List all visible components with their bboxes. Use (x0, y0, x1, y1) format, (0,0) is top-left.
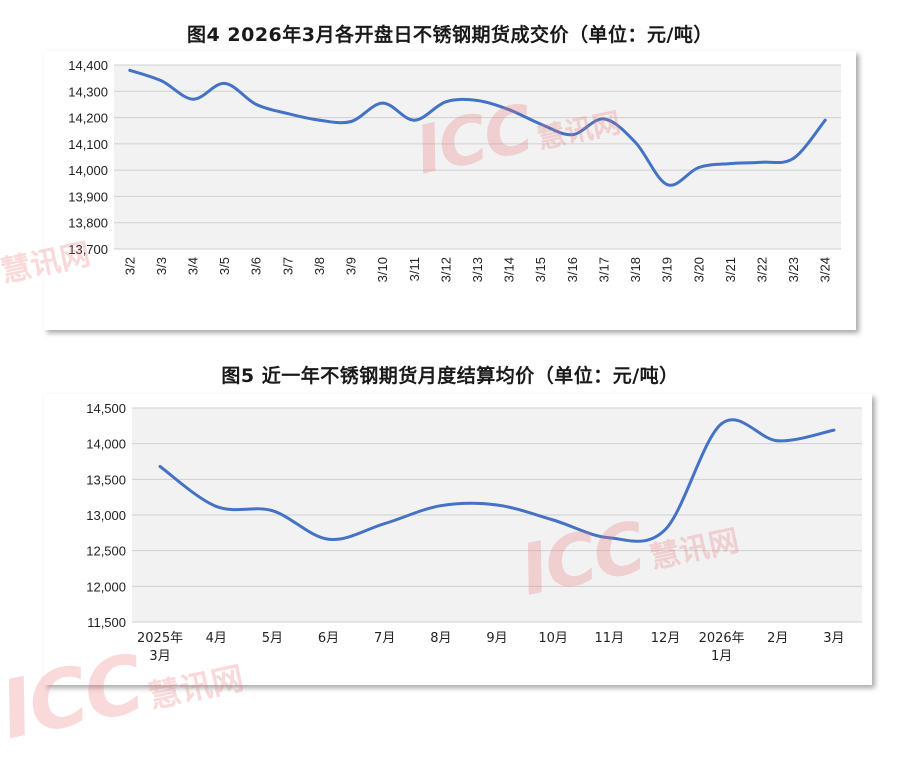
data-point (665, 183, 669, 187)
x-tick-label: 3月 (823, 631, 844, 646)
y-tick-label: 13,000 (86, 508, 126, 523)
data-point (412, 118, 416, 122)
data-point (381, 101, 385, 105)
x-tick-label: 3/6 (249, 257, 264, 275)
x-tick-label: 3/13 (470, 257, 485, 282)
y-tick-label: 14,400 (68, 58, 108, 73)
data-point (191, 97, 195, 101)
x-tick-label: 3/16 (565, 257, 580, 282)
data-point (270, 509, 274, 513)
data-point (383, 522, 387, 525)
y-tick-label: 14,500 (86, 401, 126, 416)
data-point (160, 79, 163, 83)
x-tick-label: 3/21 (723, 257, 738, 282)
x-tick-label: 3/10 (375, 257, 390, 282)
x-tick-label: 3/15 (533, 257, 548, 282)
x-tick-label: 4月 (206, 631, 227, 646)
x-tick-label: 3/14 (502, 257, 517, 282)
y-tick-label: 14,200 (68, 111, 108, 126)
data-point (823, 118, 827, 122)
x-tick-label: 1月 (711, 649, 732, 664)
y-tick-label: 13,800 (68, 216, 108, 231)
data-point (439, 504, 443, 508)
y-tick-label: 12,000 (86, 579, 126, 594)
y-tick-label: 14,300 (68, 84, 108, 99)
data-point (539, 122, 543, 126)
data-point (634, 141, 637, 144)
data-point (664, 527, 667, 531)
data-point (832, 428, 836, 432)
x-tick-label: 2026年 (699, 631, 745, 646)
x-tick-label: 3/2 (122, 257, 137, 275)
chart1-frame: 14,400 14,300 14,200 14,100 14,000 13,900 13,8… (44, 51, 856, 330)
x-tick-label: 3/19 (660, 257, 675, 282)
plot-area (114, 65, 841, 249)
x-tick-label: 3/12 (438, 257, 453, 282)
data-point (128, 68, 132, 72)
x-tick-label: 6月 (318, 631, 339, 646)
y-tick-label: 12,500 (86, 544, 126, 559)
x-tick-label: 3/4 (186, 257, 201, 275)
data-point (223, 82, 227, 85)
data-point (214, 505, 218, 508)
y-tick-label: 13,900 (68, 189, 108, 204)
x-tick-label: 3/8 (312, 257, 327, 275)
data-point (570, 133, 574, 137)
x-tick-label: 3/5 (217, 257, 232, 275)
data-point (720, 422, 724, 426)
y-tick-label: 14,100 (68, 137, 108, 152)
x-tick-label: 3/24 (818, 257, 833, 282)
y-tick-label: 11,500 (87, 615, 126, 630)
y-tick-label: 14,000 (68, 163, 108, 178)
data-point (254, 103, 258, 106)
y-tick-label: 13,500 (86, 472, 126, 487)
data-point (607, 536, 611, 540)
x-tick-label: 3/7 (280, 257, 295, 275)
x-tick-label: 3/18 (628, 257, 643, 282)
data-point (444, 100, 448, 104)
data-point (286, 112, 290, 116)
chart1-svg: 14,400 14,300 14,200 14,100 14,000 13,900 13,8… (68, 58, 841, 282)
y-tick-label: 14,000 (86, 437, 126, 452)
data-point (728, 162, 732, 165)
data-point (551, 518, 555, 522)
x-tick-label: 3/11 (407, 257, 422, 281)
y-tick-label: 13,700 (68, 242, 108, 257)
x-tick-label: 3/23 (786, 257, 801, 282)
x-tick-label: 12月 (651, 631, 681, 646)
x-tick-label: 10月 (538, 631, 568, 646)
data-point (476, 99, 479, 102)
data-point (318, 118, 321, 122)
chart1-title: 图4 2026年3月各开盘日不锈钢期货成交价（单位：元/吨） (187, 24, 713, 46)
x-tick-label: 3/17 (596, 257, 611, 282)
chart2-frame: 14,500 14,000 13,500 13,000 12,500 12,000 11,5… (44, 394, 872, 685)
data-point (602, 117, 606, 121)
data-point (158, 465, 162, 468)
x-tick-label: 2025年 (137, 631, 183, 646)
x-tick-label: 3/20 (691, 257, 706, 282)
data-point (792, 156, 795, 160)
data-point (760, 160, 764, 164)
x-tick-label: 3/22 (754, 257, 769, 282)
x-tick-label: 11月 (595, 631, 625, 646)
x-tick-label: 3月 (149, 649, 170, 664)
data-point (507, 108, 511, 112)
x-tick-label: 9月 (486, 631, 507, 646)
data-point (776, 439, 780, 443)
x-tick-label: 7月 (374, 631, 395, 646)
data-point (495, 503, 499, 507)
data-point (349, 120, 353, 123)
x-tick-label: 8月 (430, 631, 451, 646)
data-point (327, 537, 330, 541)
x-tick-label: 5月 (262, 631, 283, 646)
x-tick-label: 2月 (767, 631, 788, 646)
x-tick-label: 3/9 (344, 257, 359, 275)
data-point (697, 166, 701, 169)
x-tick-label: 3/3 (154, 257, 169, 275)
chart2-svg: 14,500 14,000 13,500 13,000 12,500 12,000 11,5… (86, 401, 862, 664)
chart2-title: 图5 近一年不锈钢期货月度结算均价（单位：元/吨） (221, 365, 679, 387)
